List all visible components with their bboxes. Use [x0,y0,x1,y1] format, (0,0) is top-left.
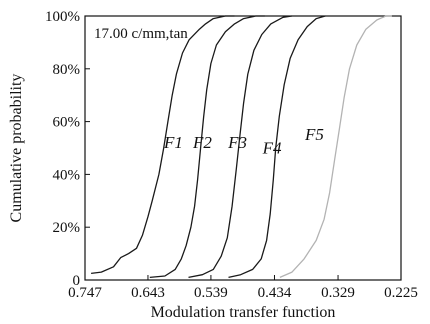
y-tick-label: 20% [53,220,81,236]
chart-annotation: 17.00 c/mm,tan [94,26,188,42]
x-tick-label: 0.747 [68,285,102,301]
y-tick-label: 100% [45,9,80,25]
y-tick-label: 80% [53,62,81,78]
series-line-f1 [91,15,235,275]
series-lines [91,15,392,279]
x-tick-label: 0.434 [258,285,292,301]
x-axis-title: Modulation transfer function [151,304,336,321]
y-tick-label: 60% [53,115,81,131]
y-axis: 0 20% 40% 60% 80% 100% [45,9,90,289]
series-line-f4 [228,15,326,279]
x-tick-label: 0.539 [194,285,228,301]
y-tick-label: 40% [53,167,81,183]
x-tick-label: 0.329 [321,285,355,301]
y-tick-label: 0 [73,273,81,289]
x-tick-label: 0.643 [131,285,165,301]
x-tick-label: 0.225 [384,285,418,301]
series-label-f4: F4 [262,138,282,157]
series-label-f1: F1 [163,133,183,152]
series-line-f5 [279,15,392,278]
series-line-f3 [188,15,293,279]
y-axis-title: Cumulative probability [8,74,25,223]
plot-frame [84,15,402,281]
x-axis: 0.747 0.643 0.539 0.434 0.329 0.225 [68,275,418,301]
series-labels: F1 F2 F3 F4 F5 [163,125,324,157]
series-label-f3: F3 [227,133,247,152]
series-line-f2 [149,15,265,279]
series-label-f5: F5 [304,125,324,144]
series-label-f2: F2 [192,133,212,152]
